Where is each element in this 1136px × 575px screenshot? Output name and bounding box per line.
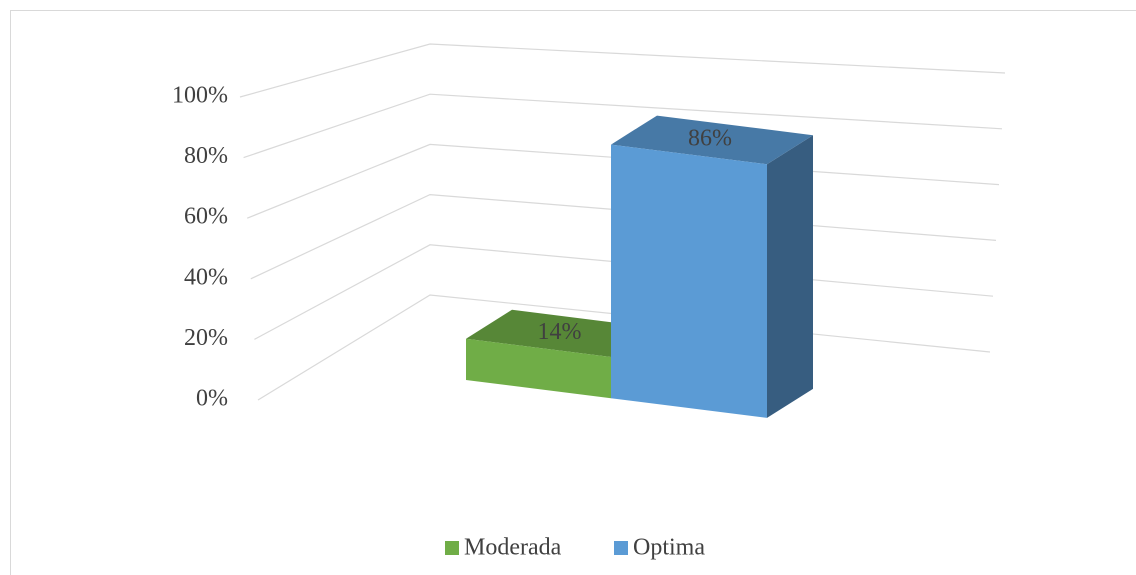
legend-label: Moderada: [464, 535, 562, 561]
data-label: 86%: [688, 125, 732, 151]
y-tick-label: 20%: [184, 325, 228, 351]
bar-top: [466, 309, 657, 357]
legend-swatch: [614, 541, 628, 555]
data-label: 14%: [538, 319, 582, 345]
bar: [466, 338, 611, 399]
chart-border: [10, 10, 1136, 575]
y-tick-label: 60%: [184, 204, 228, 230]
y-tick-label: 80%: [184, 143, 228, 169]
grid-line: [243, 93, 1003, 159]
legend-label: Optima: [633, 535, 705, 561]
bar-top: [611, 115, 813, 165]
grid-line: [239, 43, 1006, 98]
y-tick-label: 100%: [172, 83, 228, 109]
y-tick-label: 40%: [184, 264, 228, 290]
legend-swatch: [445, 541, 459, 555]
y-tick-label: 0%: [196, 386, 228, 412]
bar-side: [767, 135, 813, 418]
bar: [611, 144, 767, 418]
